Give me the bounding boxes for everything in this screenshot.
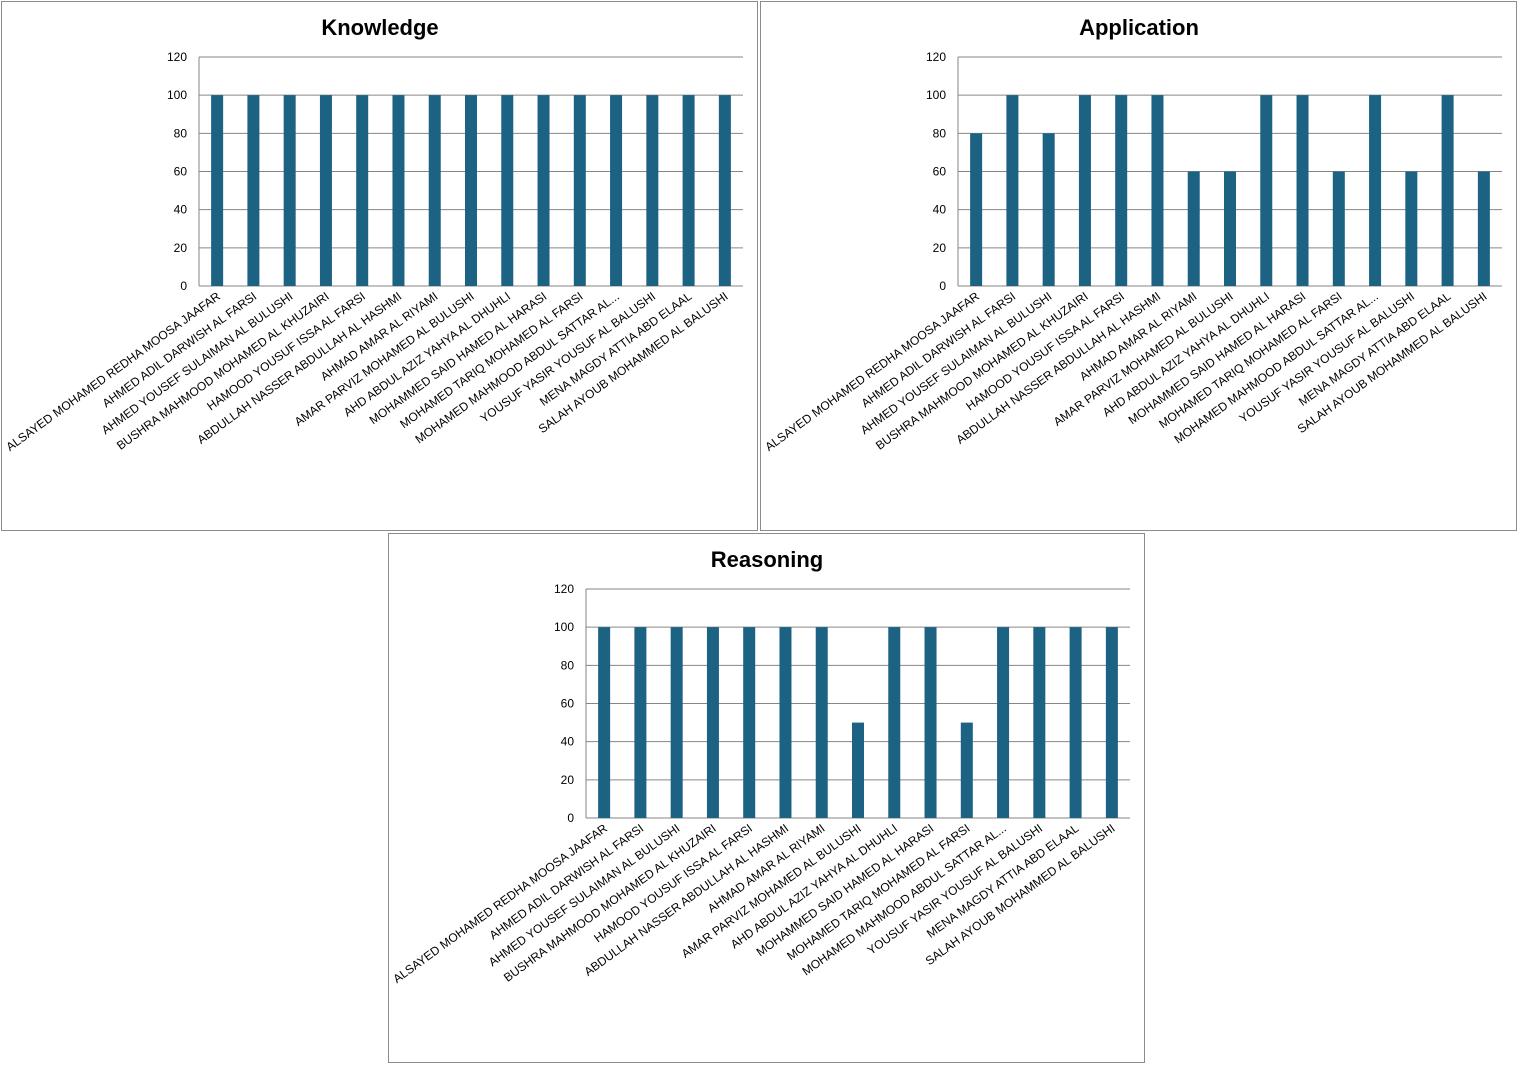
bar — [211, 95, 224, 287]
bar — [610, 95, 623, 287]
chart-title: Application — [1079, 15, 1199, 40]
bar — [646, 95, 659, 287]
bar — [1187, 171, 1200, 286]
y-tick-label: 80 — [933, 126, 947, 140]
y-tick-label: 120 — [554, 582, 574, 596]
bar — [501, 95, 514, 287]
chart-title: Knowledge — [321, 15, 438, 40]
bar — [1078, 95, 1091, 287]
y-tick-label: 100 — [167, 88, 187, 102]
bar — [1033, 627, 1046, 818]
y-tick-label: 100 — [554, 620, 574, 634]
bar — [392, 95, 405, 287]
bar — [1477, 171, 1490, 286]
bar — [428, 95, 441, 287]
y-tick-label: 60 — [561, 697, 575, 711]
bar — [1151, 95, 1164, 287]
reasoning-chart-panel: Reasoning 0 20 40 60 80 100 120 ALSAYED MOHAMED… — [388, 533, 1145, 1063]
bar — [924, 627, 937, 818]
bar — [1006, 95, 1019, 287]
bar — [743, 627, 756, 818]
y-tick-label: 40 — [174, 203, 188, 217]
y-tick-label: 20 — [561, 773, 575, 787]
bar — [573, 95, 586, 287]
bar — [465, 95, 477, 287]
bar — [1296, 95, 1309, 287]
knowledge-chart-panel: Knowledge 0 20 40 60 80 100 120 ALSAYED MOHAMED… — [1, 1, 758, 531]
bar — [247, 95, 260, 287]
y-tick-label: 20 — [174, 241, 188, 255]
bar — [682, 95, 695, 287]
bar — [779, 627, 792, 818]
chart-title: Reasoning — [711, 547, 823, 572]
bar — [718, 95, 731, 287]
bar — [1115, 95, 1128, 287]
bar — [815, 627, 828, 818]
bar — [1260, 95, 1273, 287]
bar — [1042, 133, 1055, 286]
bar — [852, 722, 864, 818]
bar — [706, 627, 719, 818]
y-tick-label: 0 — [180, 279, 187, 293]
y-tick-label: 0 — [939, 279, 946, 293]
bar — [1332, 171, 1345, 286]
bar — [634, 627, 647, 818]
bar — [1105, 627, 1118, 818]
bar — [319, 95, 332, 287]
y-tick-label: 60 — [933, 165, 947, 179]
y-tick-label: 80 — [561, 658, 575, 672]
bar — [1441, 95, 1454, 287]
bar — [970, 133, 983, 286]
bar — [997, 627, 1010, 818]
y-tick-label: 80 — [174, 126, 188, 140]
bar — [283, 95, 296, 287]
bar — [356, 95, 369, 287]
bar — [888, 627, 901, 818]
bar — [537, 95, 550, 287]
y-tick-label: 120 — [926, 50, 946, 64]
y-tick-label: 120 — [167, 50, 187, 64]
y-tick-label: 60 — [174, 165, 188, 179]
y-tick-label: 0 — [567, 811, 574, 825]
bar — [1224, 171, 1236, 286]
bar — [1069, 627, 1082, 818]
bar — [598, 627, 611, 818]
y-tick-label: 100 — [926, 88, 946, 102]
bar — [670, 627, 683, 818]
y-tick-label: 40 — [933, 203, 947, 217]
bar — [960, 722, 973, 818]
y-tick-label: 20 — [933, 241, 947, 255]
bar — [1405, 171, 1418, 286]
application-chart-panel: Application 0 20 40 60 80 100 120 ALSAYED MOHAM… — [760, 1, 1517, 531]
y-tick-label: 40 — [561, 735, 575, 749]
bar — [1369, 95, 1382, 287]
